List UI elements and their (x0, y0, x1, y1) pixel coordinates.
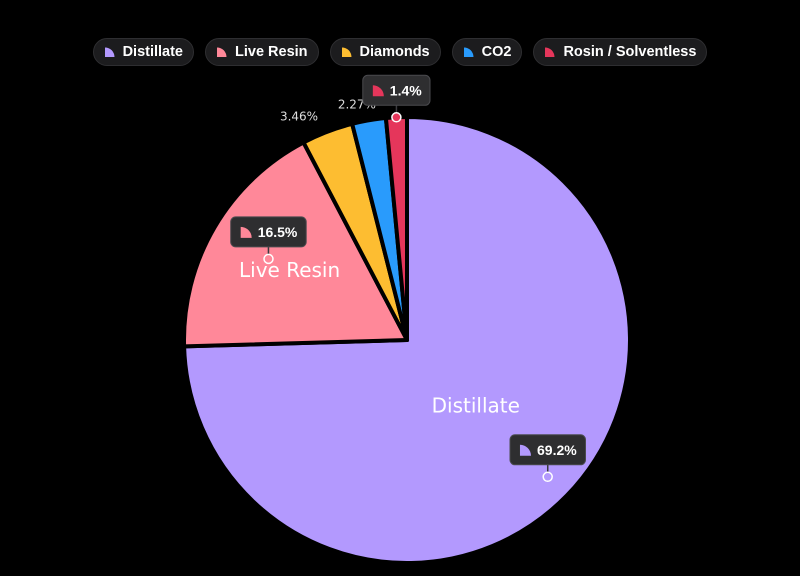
pie-slice-icon (519, 444, 531, 456)
slice-label-live-resin: Live Resin (239, 258, 340, 282)
legend-label: Diamonds (359, 44, 430, 60)
pie-slice-icon (104, 47, 115, 57)
tooltip-rosin-solventless: 1.4% (362, 74, 431, 123)
pie-slice-icon (463, 47, 474, 57)
tooltip-anchor-dot (391, 112, 402, 123)
legend-label: Distillate (122, 44, 183, 60)
tooltip-distillate: 69.2% (509, 434, 586, 483)
pie-slice-icon (217, 47, 227, 57)
legend-item-co2[interactable]: CO2 (451, 38, 523, 66)
tooltip-value: 16.5% (258, 224, 298, 240)
legend-item-diamonds[interactable]: Diamonds (329, 38, 441, 66)
pie-slice-icon (240, 226, 252, 238)
pie-slice-icon (372, 85, 384, 97)
slice-label-distillate: Distillate (432, 393, 520, 417)
pie-slices (182, 115, 632, 565)
pie-slice-icon (545, 47, 555, 57)
value-label-diamonds: 3.46% (280, 110, 318, 124)
chart-legend: Distillate Live Resin Diamonds CO2 Rosin / S… (0, 38, 800, 66)
tooltip-box (509, 434, 586, 466)
legend-item-live-resin[interactable]: Live Resin (205, 38, 319, 66)
legend-label: Live Resin (235, 44, 308, 60)
tooltip-box (362, 74, 431, 106)
tooltip-anchor-dot (263, 253, 274, 265)
legend-label: CO2 (481, 44, 512, 60)
tooltip-box (230, 216, 307, 248)
tooltip-live-resin: 16.5% (230, 216, 307, 265)
tooltip-value: 69.2% (537, 442, 577, 458)
legend-item-distillate[interactable]: Distillate (92, 38, 194, 66)
legend-item-rosin-solventless[interactable]: Rosin / Solventless (533, 38, 708, 66)
tooltip-anchor-dot (542, 471, 553, 483)
tooltip-value: 1.4% (390, 82, 422, 98)
pie-slice-icon (341, 47, 352, 57)
legend-label: Rosin / Solventless (563, 44, 697, 60)
